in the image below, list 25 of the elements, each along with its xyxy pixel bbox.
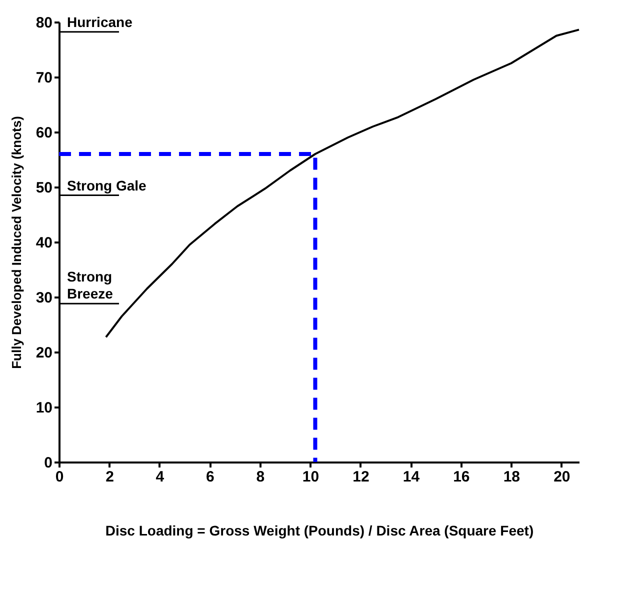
y-tick-label: 50 <box>36 180 52 196</box>
y-tick-label: 30 <box>36 290 52 306</box>
x-tick-label: 6 <box>206 468 214 486</box>
y-tick-label: 80 <box>36 14 52 32</box>
ref-line-label: Strong Breeze <box>67 268 114 302</box>
y-tick-label: 10 <box>36 400 52 416</box>
y-tick-label: 0 <box>44 454 52 472</box>
x-tick-label: 4 <box>156 468 165 486</box>
x-tick-label: 0 <box>55 468 64 486</box>
x-tick-label: 12 <box>352 468 370 486</box>
ref-line-label: Hurricane <box>67 14 133 30</box>
x-tick-label: 16 <box>453 468 470 486</box>
x-tick-label: 2 <box>106 468 114 486</box>
y-axis-title: Fully Developed Induced Velocity (knots) <box>8 116 24 369</box>
x-tick-label: 8 <box>256 468 265 486</box>
x-tick-label: 14 <box>402 468 420 486</box>
x-tick-label: 10 <box>302 468 320 486</box>
x-tick-label: 18 <box>503 468 520 486</box>
x-axis-title: Disc Loading = Gross Weight (Pounds) / Disc Area (Square Feet) <box>105 522 534 538</box>
x-tick-label: 20 <box>554 468 570 486</box>
y-tick-label: 70 <box>36 70 52 86</box>
ref-line-label: Strong Gale <box>67 177 147 194</box>
y-tick-label: 40 <box>36 234 52 252</box>
y-tick-label: 60 <box>36 124 52 142</box>
y-tick-label: 20 <box>36 344 52 362</box>
